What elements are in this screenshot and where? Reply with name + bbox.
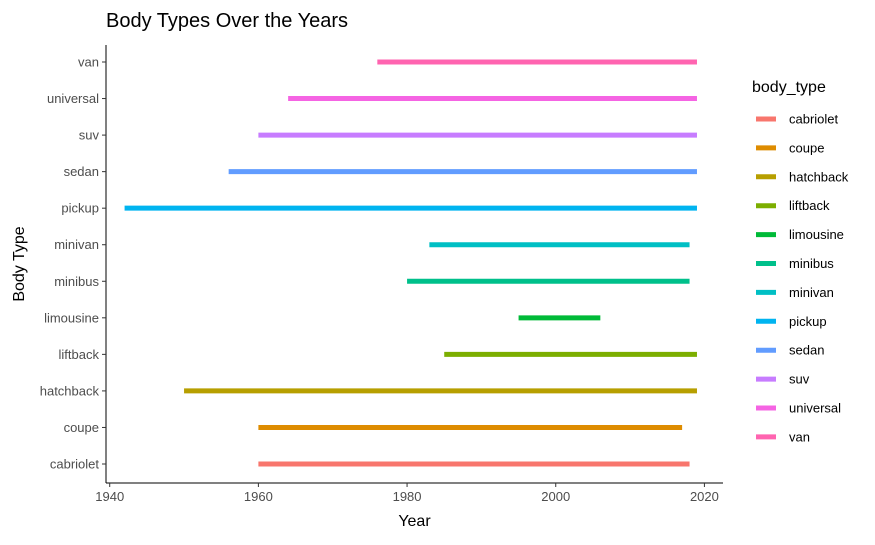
legend-title: body_type [752,79,826,96]
legend-label-coupe: coupe [789,140,824,155]
x-tick-label-1940: 1940 [95,489,124,504]
y-tick-label-pickup: pickup [61,201,99,216]
y-tick-label-sedan: sedan [64,164,99,179]
y-tick-label-limousine: limousine [44,310,99,325]
x-tick-label-2020: 2020 [690,489,719,504]
x-tick-label-1980: 1980 [393,489,422,504]
y-axis-title: Body Type [11,226,28,301]
x-tick-label-1960: 1960 [244,489,273,504]
x-tick-label-2000: 2000 [541,489,570,504]
y-tick-label-cabriolet: cabriolet [50,457,100,472]
y-tick-label-coupe: coupe [64,420,99,435]
chart-title: Body Types Over the Years [106,10,348,32]
legend-label-hatchback: hatchback [789,169,849,184]
legend-label-van: van [789,429,810,444]
legend-label-sedan: sedan [789,343,824,358]
y-axis-ticks: cabriolet coupe hatchback liftback limousine… [40,55,106,472]
y-tick-label-van: van [78,55,99,70]
legend-label-liftback: liftback [789,198,830,213]
legend-label-suv: suv [789,372,810,387]
y-tick-label-universal: universal [47,91,99,106]
legend-label-pickup: pickup [789,314,827,329]
legend-label-limousine: limousine [789,227,844,242]
legend-label-universal: universal [789,401,841,416]
x-axis-ticks: 1940 1960 1980 2000 2020 [95,483,719,504]
legend-label-minivan: minivan [789,285,834,300]
y-tick-label-minibus: minibus [54,274,99,289]
legend: body_type cabriolet coupe hatchback liftbac… [752,79,849,444]
y-tick-label-liftback: liftback [59,347,100,362]
plot-area [124,59,697,467]
legend-label-cabriolet: cabriolet [789,112,839,127]
legend-label-minibus: minibus [789,256,834,271]
x-axis-title: Year [398,513,431,530]
y-tick-label-hatchback: hatchback [40,383,100,398]
y-tick-label-minivan: minivan [54,237,99,252]
y-tick-label-suv: suv [79,128,100,143]
